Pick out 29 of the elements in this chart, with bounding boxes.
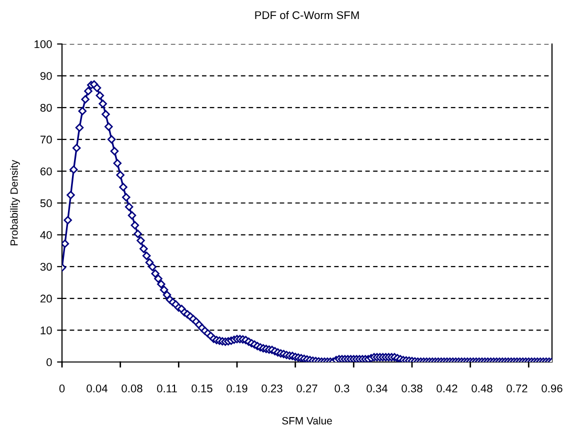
x-axis-title: SFM Value	[282, 416, 332, 424]
y-tick-label: 100	[34, 40, 52, 48]
y-tick-label: 0	[46, 358, 52, 366]
x-tick-label: 0.08	[122, 384, 142, 392]
x-tick-label: 0.72	[506, 384, 528, 392]
x-tick-label: 0.27	[296, 384, 318, 392]
x-tick-label: 0.48	[472, 384, 492, 392]
x-tick-label: 0.96	[542, 384, 562, 392]
x-tick-label: 0.04	[86, 384, 108, 392]
x-tick-label: 0.11	[157, 384, 177, 392]
y-tick-label: 90	[40, 72, 52, 80]
y-axis-title: Probability Density	[10, 160, 20, 246]
x-tick-label: 0.38	[402, 384, 422, 392]
x-tick-label: 0.42	[436, 384, 458, 392]
x-tick-label: 0.34	[366, 384, 388, 392]
y-tick-label: 40	[40, 231, 52, 239]
x-tick-label: 0.23	[262, 384, 282, 392]
y-tick-label: 70	[40, 136, 52, 144]
y-tick-label: 20	[40, 294, 52, 303]
chart-title: PDF of C-Worm SFM	[255, 10, 359, 20]
y-tick-label: 50	[40, 199, 52, 208]
y-tick-label: 10	[40, 326, 52, 334]
x-tick-label: 0.3	[334, 384, 350, 392]
y-tick-label: 30	[40, 262, 52, 271]
y-tick-label: 80	[40, 104, 52, 112]
y-tick-label: 60	[40, 167, 52, 176]
x-tick-label: 0	[59, 384, 65, 392]
x-tick-label: 0.19	[226, 384, 248, 392]
x-tick-label: 0.15	[192, 384, 212, 392]
